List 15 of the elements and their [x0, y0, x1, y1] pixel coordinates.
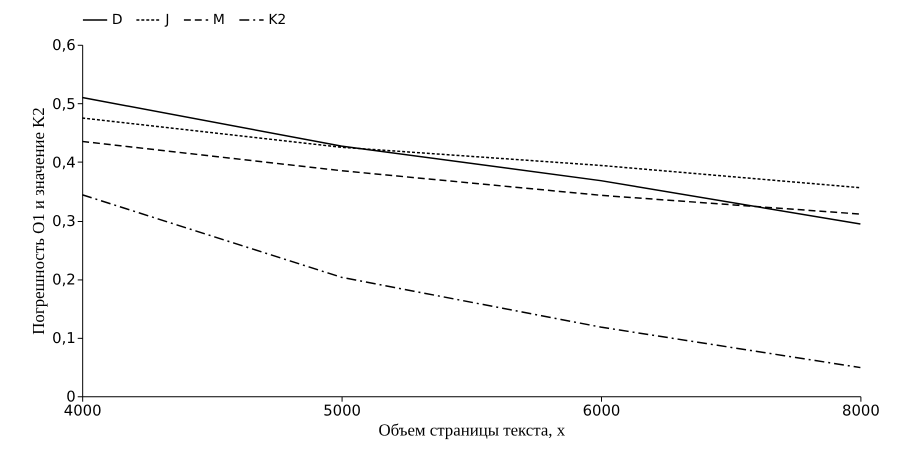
legend-label: K2: [268, 12, 286, 28]
y-tick-label: 0,4: [52, 153, 76, 172]
legend-label: J: [164, 12, 170, 28]
legend-label: M: [212, 12, 225, 28]
x-tick-label: 6000: [582, 402, 620, 420]
x-tick-label: 5000: [323, 402, 361, 420]
y-tick-label: 0,3: [52, 212, 76, 230]
x-axis-title: Объем страницы текста, x: [378, 420, 566, 440]
x-tick-label: 8000: [842, 402, 880, 420]
y-tick-label: 0,1: [52, 329, 76, 348]
y-axis-title: Погрешность O1 и значение K2: [29, 107, 48, 335]
legend-label: D: [112, 12, 123, 28]
y-tick-label: 0,6: [52, 36, 76, 54]
y-tick-label: 0,2: [52, 270, 76, 289]
y-tick-label: 0,5: [52, 94, 76, 113]
